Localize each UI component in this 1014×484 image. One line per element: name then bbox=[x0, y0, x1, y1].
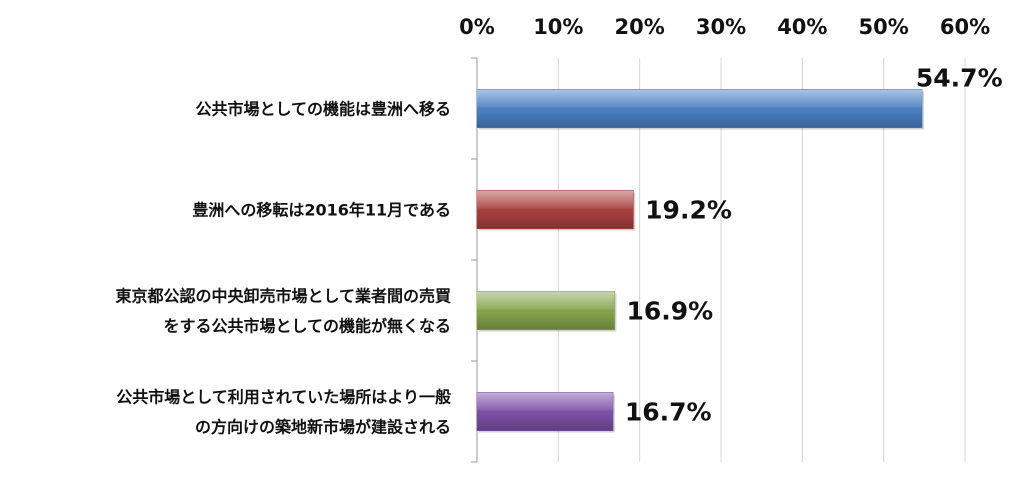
category-label: 公共市場として利用されていた場所はより一般 bbox=[116, 388, 451, 407]
bar-gloss bbox=[477, 190, 634, 229]
category-label: 東京都公認の中央卸売市場として業者間の売買 bbox=[115, 287, 451, 306]
x-axis: 0% 10% 20% 30% 40% 50% 60% bbox=[459, 15, 990, 39]
data-label: 16.9% bbox=[626, 297, 713, 326]
category-label: をする公共市場としての機能が無くなる bbox=[163, 317, 451, 336]
data-label: 19.2% bbox=[645, 196, 732, 225]
x-tick-label: 60% bbox=[940, 15, 990, 39]
x-tick-label: 30% bbox=[696, 15, 746, 39]
x-tick-label: 20% bbox=[615, 15, 665, 39]
category-label: の方向けの築地新市場が建設される bbox=[195, 418, 451, 437]
bar-gloss bbox=[477, 291, 615, 330]
category-label: 豊洲への移転は2016年11月である bbox=[192, 201, 451, 220]
x-tick-label: 50% bbox=[859, 15, 909, 39]
category-label: 公共市場としての機能は豊洲へ移る bbox=[195, 100, 451, 119]
bar-gloss bbox=[477, 392, 613, 431]
bar-gloss bbox=[477, 89, 922, 128]
x-tick-label: 40% bbox=[777, 15, 827, 39]
x-tick-label: 0% bbox=[459, 15, 495, 39]
x-tick-label: 10% bbox=[533, 15, 583, 39]
bars bbox=[476, 89, 924, 433]
data-label: 16.7% bbox=[625, 398, 712, 427]
data-label: 54.7% bbox=[916, 64, 1003, 93]
category-labels: 54.7% 公共市場としての機能は豊洲へ移る 19.2% 豊洲への移転は2016年11… bbox=[115, 64, 1002, 437]
